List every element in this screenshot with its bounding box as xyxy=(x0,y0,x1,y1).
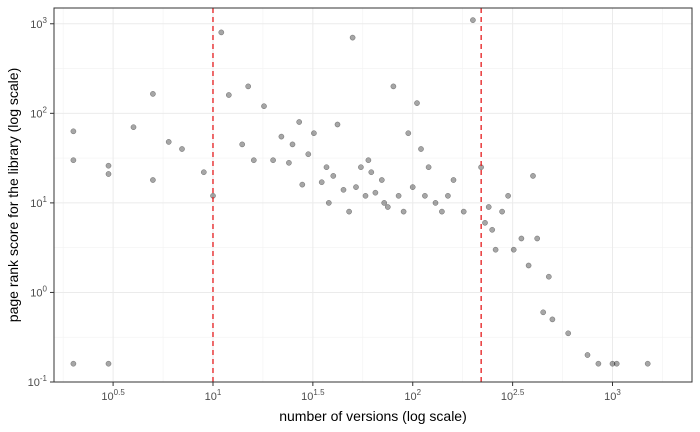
data-point xyxy=(349,34,356,41)
data-point xyxy=(346,208,352,215)
data-point xyxy=(584,352,591,358)
data-point xyxy=(165,139,172,145)
data-point xyxy=(418,146,424,152)
data-point xyxy=(305,151,312,158)
y-tick-label: 101 xyxy=(30,195,47,210)
data-point xyxy=(105,360,112,367)
data-point xyxy=(358,164,364,171)
data-point xyxy=(609,360,616,367)
plot-panel-border xyxy=(53,7,693,383)
y-tick-label: 10-1 xyxy=(28,374,48,389)
data-point xyxy=(613,360,620,367)
data-point xyxy=(425,164,432,171)
data-point xyxy=(505,192,511,199)
data-point xyxy=(482,219,488,226)
data-point xyxy=(381,200,388,206)
data-point xyxy=(340,186,347,193)
x-tick-label: 102.5 xyxy=(501,388,525,403)
data-point xyxy=(368,169,375,176)
data-point xyxy=(372,189,379,196)
data-point xyxy=(362,192,369,199)
x-tick-label: 101.5 xyxy=(301,388,325,403)
grid-lines xyxy=(54,8,692,383)
data-point xyxy=(325,200,332,206)
data-point xyxy=(432,200,439,206)
data-point xyxy=(395,192,402,199)
data-point xyxy=(225,92,232,98)
data-point xyxy=(534,235,541,242)
data-point xyxy=(318,179,325,186)
data-point xyxy=(70,128,77,135)
y-tick-label: 103 xyxy=(30,16,47,31)
y-tick-label: 100 xyxy=(30,284,47,299)
data-point xyxy=(365,157,372,164)
data-point xyxy=(405,130,412,137)
data-point xyxy=(130,124,137,131)
data-point xyxy=(470,17,476,23)
data-point xyxy=(549,316,556,323)
y-tick-label: 102 xyxy=(30,105,47,120)
data-point xyxy=(105,171,112,177)
data-point xyxy=(400,208,407,215)
data-point xyxy=(150,91,156,97)
data-point xyxy=(489,226,496,233)
data-point xyxy=(311,130,317,137)
y-axis-title: page rank score for the library (log sca… xyxy=(5,68,21,322)
data-point xyxy=(245,83,252,90)
data-point xyxy=(460,208,467,215)
data-point xyxy=(70,157,77,164)
data-point xyxy=(200,169,207,176)
x-tick-label: 102 xyxy=(404,388,421,403)
x-tick-label: 101 xyxy=(205,388,222,403)
data-point xyxy=(289,141,296,148)
data-point xyxy=(70,360,77,367)
data-point xyxy=(334,121,341,128)
data-point xyxy=(595,360,602,367)
data-point xyxy=(378,177,385,183)
data-point xyxy=(414,100,420,106)
data-point xyxy=(439,208,445,215)
data-point xyxy=(384,204,391,210)
data-point xyxy=(450,177,457,183)
data-point xyxy=(540,309,547,316)
data-point xyxy=(510,246,517,253)
data-point xyxy=(445,192,451,199)
data-point xyxy=(105,162,112,169)
data-point xyxy=(518,235,525,242)
data-point xyxy=(239,141,246,148)
data-point xyxy=(409,184,416,190)
data-point xyxy=(390,83,397,90)
data-point xyxy=(296,119,303,125)
data-point xyxy=(250,157,257,164)
data-point xyxy=(644,360,651,367)
data-point xyxy=(492,246,499,253)
x-axis-title: number of versions (log scale) xyxy=(279,408,467,424)
data-point xyxy=(218,29,225,36)
data-point xyxy=(499,208,505,215)
x-tick-label: 103 xyxy=(604,388,621,403)
data-point xyxy=(545,273,552,280)
data-point xyxy=(286,159,292,166)
data-point xyxy=(270,157,276,164)
data-points xyxy=(70,17,651,367)
data-point xyxy=(565,330,572,337)
data-point xyxy=(261,103,267,110)
data-point xyxy=(485,204,492,210)
data-point xyxy=(530,173,536,179)
x-tick-label: 100.5 xyxy=(101,388,125,403)
reference-lines xyxy=(212,8,482,382)
data-point xyxy=(299,181,306,188)
data-point xyxy=(525,262,532,269)
data-point xyxy=(330,173,337,179)
axis-ticks: 100.5 101 101.5 102 102.5 103 10-1 100 101 102 103 xyxy=(28,16,622,403)
data-point xyxy=(278,133,285,140)
data-point xyxy=(323,164,330,171)
data-point xyxy=(150,177,156,183)
data-point xyxy=(179,146,185,152)
data-point xyxy=(353,184,359,190)
data-point xyxy=(422,192,428,199)
